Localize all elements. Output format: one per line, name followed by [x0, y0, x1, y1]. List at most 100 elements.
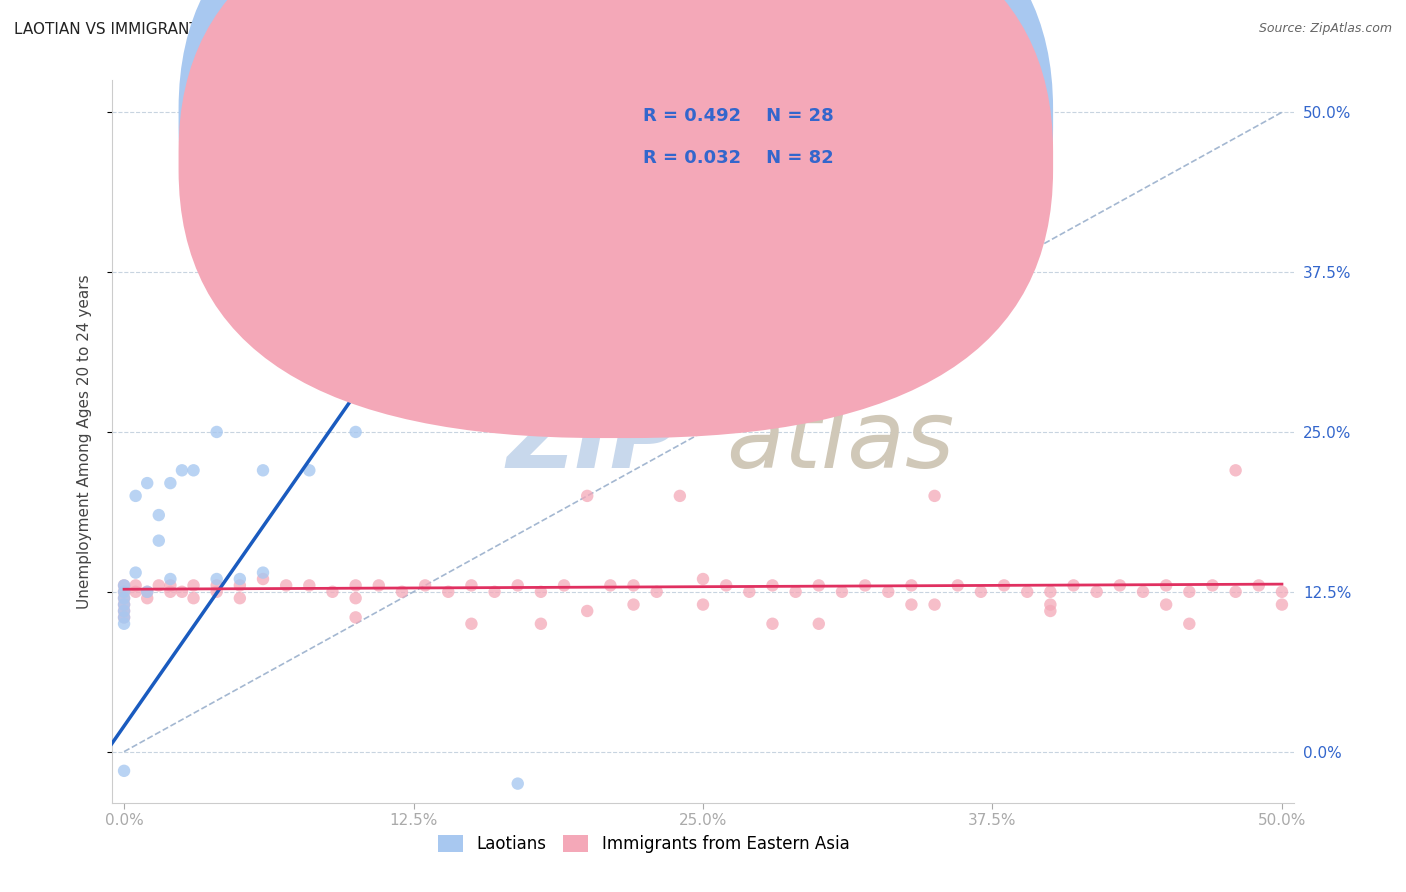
- Text: R = 0.492    N = 28: R = 0.492 N = 28: [643, 107, 834, 125]
- Point: [159, 578, 181, 592]
- Text: Source: ZipAtlas.com: Source: ZipAtlas.com: [1258, 22, 1392, 36]
- Point: [1247, 578, 1270, 592]
- Point: [970, 584, 993, 599]
- Point: [1154, 598, 1177, 612]
- Point: [807, 616, 830, 631]
- Point: [484, 156, 506, 170]
- Point: [252, 463, 274, 477]
- Point: [993, 578, 1015, 592]
- Point: [1085, 584, 1108, 599]
- Point: [183, 578, 205, 592]
- Point: [1271, 598, 1294, 612]
- Point: [205, 584, 228, 599]
- Point: [530, 584, 553, 599]
- Point: [112, 610, 135, 624]
- Point: [229, 578, 252, 592]
- Point: [391, 291, 413, 305]
- Point: [599, 578, 621, 592]
- Point: [136, 476, 159, 491]
- Point: [946, 578, 969, 592]
- Point: [738, 584, 761, 599]
- Point: [170, 463, 193, 477]
- Point: [229, 591, 252, 606]
- Point: [1178, 616, 1201, 631]
- Point: [124, 566, 146, 580]
- Point: [623, 598, 645, 612]
- Point: [924, 598, 946, 612]
- Point: [1201, 578, 1223, 592]
- Point: [159, 584, 181, 599]
- Point: [1271, 584, 1294, 599]
- Point: [1063, 578, 1085, 592]
- Point: [484, 584, 506, 599]
- Point: [831, 584, 853, 599]
- Point: [112, 604, 135, 618]
- Point: [1017, 584, 1039, 599]
- Point: [1039, 598, 1062, 612]
- Point: [1039, 584, 1062, 599]
- Point: [183, 591, 205, 606]
- Point: [321, 584, 343, 599]
- Point: [1225, 584, 1247, 599]
- Point: [252, 572, 274, 586]
- Point: [877, 584, 900, 599]
- Point: [1039, 604, 1062, 618]
- Point: [112, 591, 135, 606]
- Text: R = 0.032    N = 82: R = 0.032 N = 82: [643, 149, 834, 167]
- Point: [124, 489, 146, 503]
- Point: [1225, 463, 1247, 477]
- Point: [576, 604, 599, 618]
- Text: ZIP: ZIP: [506, 395, 679, 488]
- Y-axis label: Unemployment Among Ages 20 to 24 years: Unemployment Among Ages 20 to 24 years: [77, 274, 91, 609]
- Point: [112, 598, 135, 612]
- Point: [344, 591, 367, 606]
- Point: [761, 578, 783, 592]
- Point: [669, 489, 692, 503]
- Point: [112, 578, 135, 592]
- Point: [183, 463, 205, 477]
- Text: LAOTIAN VS IMMIGRANTS FROM EASTERN ASIA UNEMPLOYMENT AMONG AGES 20 TO 24 YEARS C: LAOTIAN VS IMMIGRANTS FROM EASTERN ASIA …: [14, 22, 914, 37]
- Point: [460, 616, 482, 631]
- Point: [148, 533, 170, 548]
- Point: [506, 776, 529, 790]
- Point: [298, 578, 321, 592]
- Point: [437, 584, 460, 599]
- Point: [714, 578, 737, 592]
- Text: atlas: atlas: [727, 396, 955, 487]
- Point: [112, 598, 135, 612]
- Point: [553, 578, 575, 592]
- Point: [506, 578, 529, 592]
- Point: [900, 598, 922, 612]
- Legend: Laotians, Immigrants from Eastern Asia: Laotians, Immigrants from Eastern Asia: [432, 828, 856, 860]
- Point: [112, 764, 135, 778]
- Point: [112, 616, 135, 631]
- Point: [112, 578, 135, 592]
- Point: [807, 578, 830, 592]
- Point: [692, 598, 714, 612]
- Point: [148, 508, 170, 522]
- Point: [159, 476, 181, 491]
- Point: [413, 578, 436, 592]
- Point: [112, 610, 135, 624]
- Point: [112, 584, 135, 599]
- Point: [298, 463, 321, 477]
- Point: [645, 584, 668, 599]
- Point: [112, 604, 135, 618]
- Point: [460, 578, 482, 592]
- Point: [623, 578, 645, 592]
- Point: [344, 578, 367, 592]
- Point: [785, 584, 807, 599]
- Point: [761, 616, 783, 631]
- Point: [344, 425, 367, 439]
- Point: [1132, 584, 1154, 599]
- Point: [367, 578, 389, 592]
- Point: [692, 572, 714, 586]
- Point: [853, 578, 876, 592]
- Point: [205, 425, 228, 439]
- Point: [170, 584, 193, 599]
- Point: [205, 572, 228, 586]
- Point: [148, 578, 170, 592]
- Point: [159, 572, 181, 586]
- Point: [1108, 578, 1130, 592]
- Point: [344, 610, 367, 624]
